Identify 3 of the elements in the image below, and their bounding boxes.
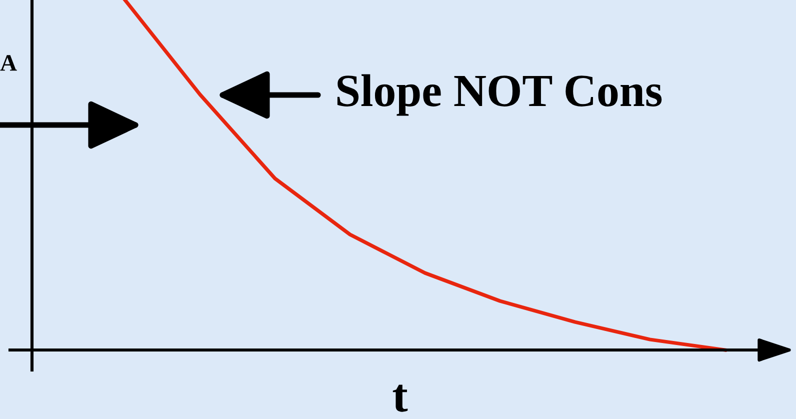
annotation: Slope NOT Cons bbox=[337, 74, 662, 116]
y-axis-title: A bbox=[0, 55, 17, 71]
x-axis-title: t bbox=[392, 384, 408, 412]
